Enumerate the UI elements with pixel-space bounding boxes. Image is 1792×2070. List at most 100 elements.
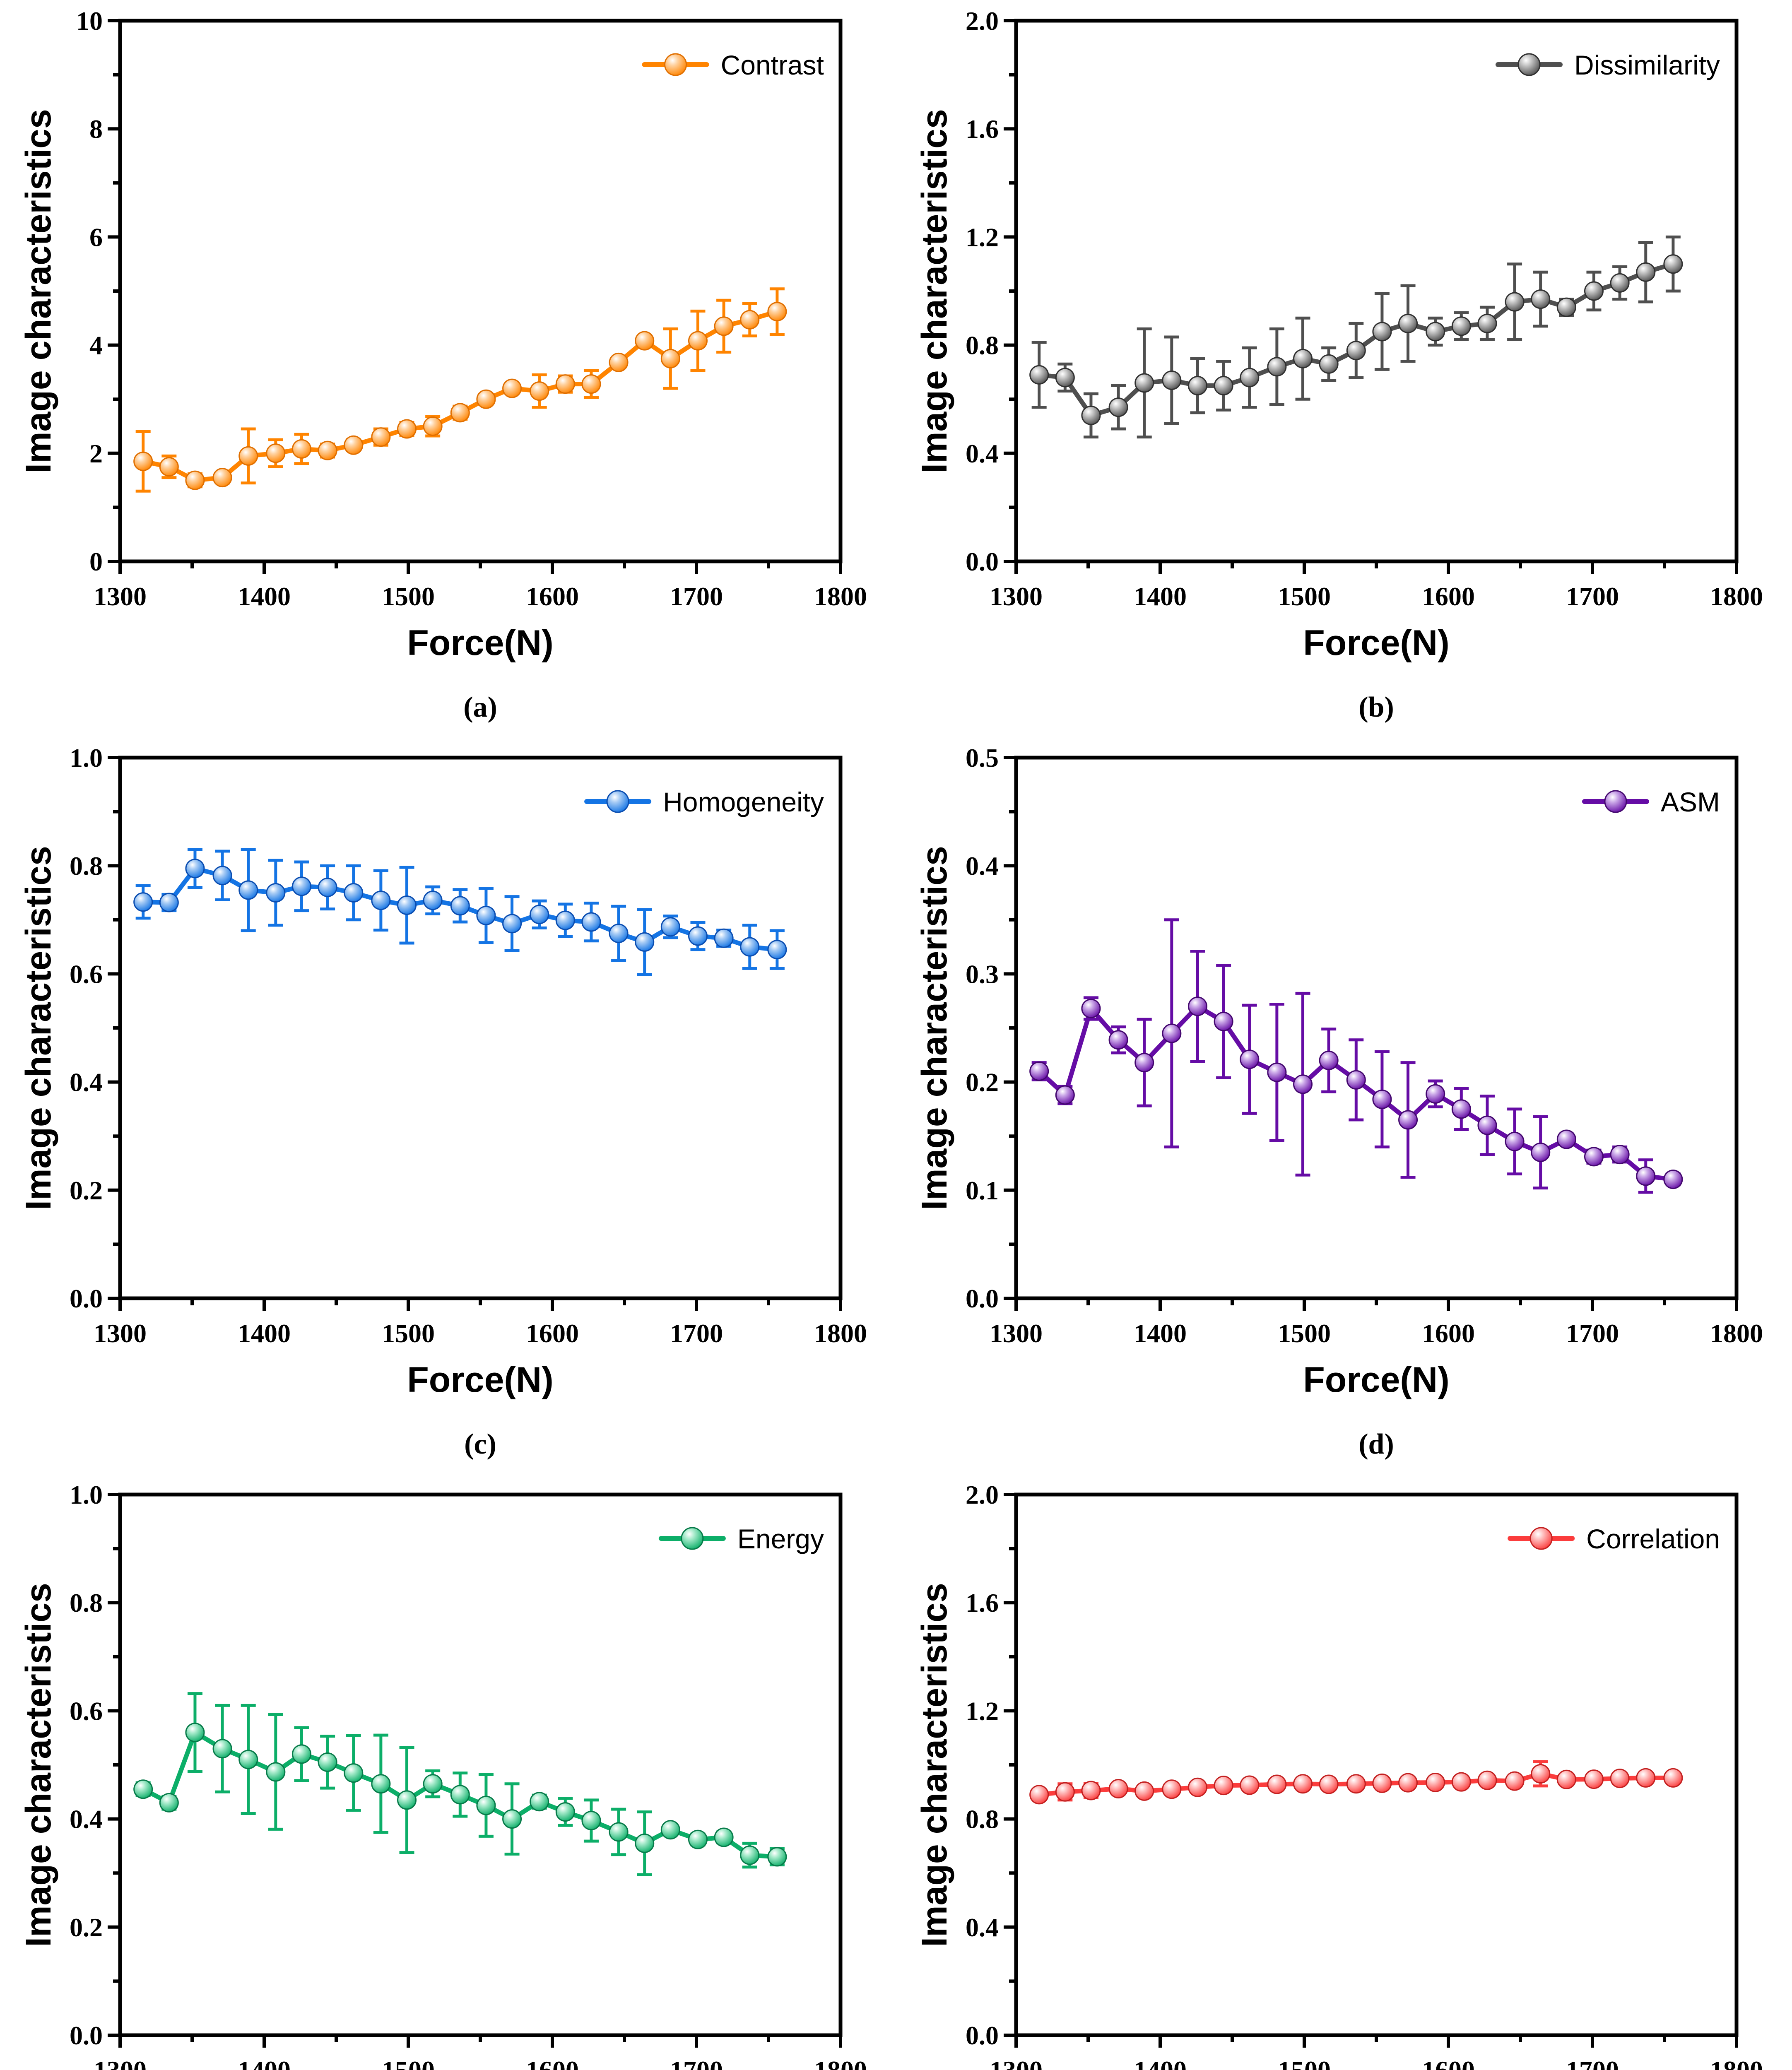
y-tick-label: 1.6 — [966, 114, 999, 144]
panel-c: 1300 1400 1500 1600 1700 1800 0.0 0.2 0.4 0.6 0.8 1… — [0, 737, 896, 1474]
x-tick-label: 1400 — [1134, 1319, 1187, 1348]
data-point-marker — [502, 1809, 522, 1829]
plot-border — [1014, 19, 1739, 563]
data-point-marker — [371, 427, 391, 447]
x-tick-label: 1600 — [1422, 582, 1475, 611]
data-point-marker — [1134, 373, 1154, 393]
data-point-marker — [609, 352, 629, 372]
x-tick-label: 1300 — [990, 1319, 1043, 1348]
data-point-marker — [266, 1762, 286, 1782]
data-point-marker — [581, 1811, 601, 1831]
y-tick-label: 0.2 — [966, 1068, 999, 1097]
data-point-marker — [1636, 262, 1656, 282]
data-point-marker — [581, 912, 601, 932]
data-point-marker — [1610, 1769, 1630, 1788]
data-point-marker — [1029, 1061, 1049, 1081]
legend-marker — [664, 53, 687, 76]
data-point-marker — [555, 910, 575, 930]
y-tick-label: 0.0 — [966, 2021, 999, 2050]
x-tick-label: 1500 — [382, 2056, 435, 2070]
plot-border — [118, 1492, 843, 2037]
chart-svg-b: 1300 1400 1500 1600 1700 1800 0.0 0.4 0.8 1.2 1.6 2… — [915, 6, 1763, 723]
legend-label: Dissimilarity — [1574, 50, 1720, 80]
data-point-marker — [1372, 322, 1392, 342]
data-point-marker — [1426, 1772, 1445, 1792]
y-tick-label: 0.8 — [966, 1805, 999, 1834]
x-tick-label: 1400 — [238, 582, 291, 611]
data-point-marker — [1214, 376, 1233, 396]
legend-marker — [681, 1527, 704, 1550]
data-point-marker — [1055, 1782, 1075, 1802]
data-point-marker — [1531, 289, 1551, 309]
y-axis-title: Image characteristics — [19, 1583, 58, 1947]
data-point-marker — [635, 932, 655, 952]
x-tick-label: 1400 — [238, 2056, 291, 2070]
data-point-marker — [318, 440, 337, 460]
data-point-marker — [450, 1785, 470, 1805]
data-point-marker — [291, 1744, 311, 1764]
data-point-marker — [238, 880, 258, 900]
data-point-marker — [1187, 376, 1207, 396]
x-tick-label: 1800 — [814, 2056, 867, 2070]
data-point-marker — [1081, 405, 1101, 425]
data-point-marker — [1029, 1785, 1049, 1805]
y-tick-label: 0.8 — [70, 851, 103, 881]
y-tick-label: 0.3 — [966, 959, 999, 989]
x-tick-label: 1500 — [1278, 2056, 1331, 2070]
data-point-marker — [1187, 996, 1207, 1016]
data-point-marker — [502, 914, 522, 934]
data-point-marker — [1636, 1166, 1656, 1186]
data-point-marker — [476, 1796, 496, 1815]
data-point-marker — [1531, 1142, 1551, 1162]
data-point-marker — [1240, 368, 1260, 388]
data-point-marker — [1240, 1049, 1260, 1069]
data-point-marker — [1636, 1768, 1656, 1788]
panel-caption: (c) — [464, 1428, 496, 1460]
data-point-marker — [767, 940, 787, 960]
x-axis-title: Force(N) — [407, 623, 554, 663]
data-point-marker — [1187, 1777, 1207, 1797]
data-point-marker — [1505, 292, 1525, 312]
legend-marker — [1529, 1527, 1553, 1550]
data-point-marker — [1081, 999, 1101, 1018]
data-point-marker — [344, 883, 364, 903]
data-point-marker — [1162, 370, 1182, 390]
x-tick-label: 1300 — [990, 2056, 1043, 2070]
data-point-marker — [1081, 1781, 1101, 1800]
data-point-marker — [1055, 1085, 1075, 1105]
panel-f: 1300 1400 1500 1600 1700 1800 0.0 0.4 0.8 1.2 1.6 2… — [896, 1474, 1792, 2070]
data-point-marker — [660, 917, 680, 937]
y-tick-label: 1.0 — [70, 1480, 103, 1509]
data-point-marker — [1556, 297, 1576, 317]
y-tick-label: 0.2 — [70, 1176, 103, 1205]
data-point-marker — [1398, 313, 1418, 333]
y-tick-label: 0 — [89, 547, 103, 576]
x-tick-label: 1400 — [238, 1319, 291, 1348]
y-axis-title: Image characteristics — [19, 846, 58, 1210]
data-point-marker — [397, 895, 417, 915]
data-point-marker — [423, 1774, 443, 1794]
panel-caption: (b) — [1358, 691, 1394, 723]
y-tick-label: 0.1 — [966, 1176, 999, 1205]
data-point-marker — [1451, 1099, 1471, 1119]
y-tick-label: 0.4 — [966, 1913, 999, 1942]
x-tick-label: 1400 — [1134, 582, 1187, 611]
y-tick-label: 0.2 — [70, 1913, 103, 1942]
x-tick-label: 1700 — [670, 1319, 723, 1348]
data-point-marker — [291, 876, 311, 896]
data-point-marker — [423, 891, 443, 910]
data-point-marker — [688, 1829, 708, 1849]
data-point-marker — [1451, 316, 1471, 336]
data-point-marker — [581, 374, 601, 394]
legend-marker — [606, 790, 629, 813]
data-point-marker — [1346, 1070, 1366, 1090]
data-point-marker — [1162, 1023, 1182, 1043]
plot-border — [118, 756, 843, 1300]
y-tick-label: 8 — [89, 114, 103, 144]
legend-label: ASM — [1661, 787, 1720, 817]
x-tick-label: 1300 — [990, 582, 1043, 611]
x-tick-label: 1500 — [1278, 1319, 1331, 1348]
data-point-marker — [555, 1802, 575, 1822]
x-tick-label: 1700 — [1566, 582, 1619, 611]
